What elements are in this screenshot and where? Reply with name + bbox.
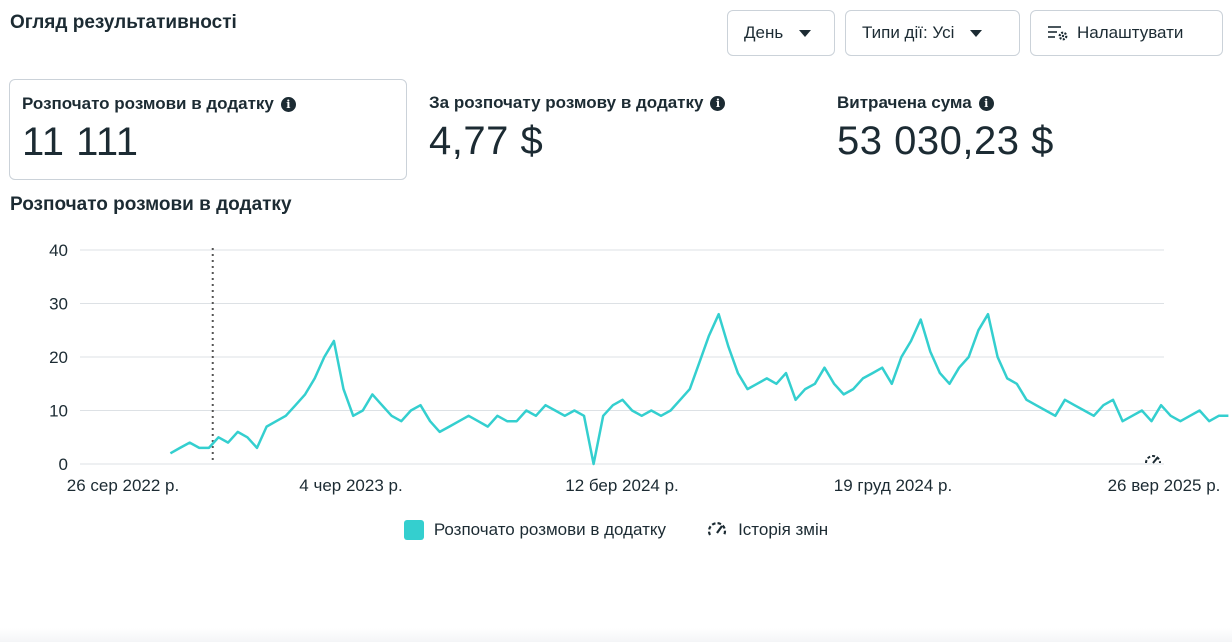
y-axis-ticks: 0 10 20 30 40 — [49, 241, 68, 474]
metric-value: 4,77 $ — [429, 119, 544, 163]
grid-lines — [80, 249, 1164, 465]
day-dropdown-button[interactable]: День — [727, 10, 835, 56]
info-icon[interactable]: i — [280, 96, 296, 112]
line-chart[interactable]: 0 10 20 30 40 26 сер 2022 р. 4 чер 2023 р. 12 … — [0, 230, 1232, 500]
day-dropdown-label: День — [744, 23, 784, 42]
legend-item-change-history[interactable]: Історія змін — [706, 520, 828, 540]
x-tick-label: 26 вер 2025 р. — [1108, 476, 1221, 495]
caret-down-icon — [970, 29, 983, 37]
metric-cards: Розпочато розмови в додатку i 11 111 За … — [9, 79, 1223, 180]
info-icon[interactable]: i — [710, 95, 726, 111]
action-types-dropdown-button[interactable]: Типи дії: Усі — [845, 10, 1020, 56]
y-tick-label: 20 — [49, 348, 68, 367]
y-tick-label: 0 — [59, 455, 68, 474]
legend-swatch — [403, 520, 424, 540]
metric-label: За розпочату розмову в додатку — [429, 93, 704, 112]
change-history-icon — [707, 522, 727, 536]
customize-button[interactable]: Налаштувати — [1030, 10, 1223, 56]
series-layer — [169, 312, 1229, 466]
y-tick-label: 10 — [49, 402, 68, 421]
x-axis-ticks: 26 сер 2022 р. 4 чер 2023 р. 12 бер 2024 р… — [67, 476, 1221, 495]
metric-label-row: Витрачена сума i — [837, 93, 1211, 113]
x-tick-label: 4 чер 2023 р. — [299, 476, 402, 495]
metric-label: Витрачена сума — [837, 93, 972, 112]
legend-series-label: Розпочато розмови в додатку — [433, 520, 667, 539]
chart-title: Розпочато розмови в додатку — [10, 194, 292, 215]
chart-legend: Розпочато розмови в додатку Історія змін — [0, 520, 1232, 540]
metric-label-row: За розпочату розмову в додатку i — [429, 93, 803, 113]
metric-card-conversations[interactable]: Розпочато розмови в додатку i 11 111 — [9, 79, 407, 180]
legend-item-series[interactable]: Розпочато розмови в додатку — [403, 520, 667, 540]
series-line[interactable] — [169, 312, 1229, 466]
metric-card-amount-spent[interactable]: Витрачена сума i 53 030,23 $ — [825, 79, 1223, 180]
y-tick-label: 40 — [49, 241, 68, 260]
action-types-label: Типи дії: Усі — [862, 23, 955, 42]
metric-label-row: Розпочато розмови в додатку i — [22, 94, 394, 114]
x-tick-label: 19 груд 2024 р. — [834, 476, 952, 495]
x-tick-label: 12 бер 2024 р. — [565, 476, 679, 495]
metric-value: 11 111 — [22, 120, 139, 164]
caret-down-icon — [799, 29, 812, 37]
y-tick-label: 30 — [49, 295, 68, 314]
legend-history-label: Історія змін — [738, 520, 829, 539]
info-icon[interactable]: i — [978, 95, 994, 111]
toolbar: День Типи дії: Усі Налаштувати — [727, 10, 1223, 56]
change-history-icon[interactable] — [1145, 455, 1161, 464]
metric-card-cost-per-conversation[interactable]: За розпочату розмову в додатку i 4,77 $ — [417, 79, 815, 180]
metric-label: Розпочато розмови в додатку — [22, 94, 274, 113]
page-title: Огляд результативності — [10, 12, 237, 33]
customize-label: Налаштувати — [1077, 23, 1184, 42]
bottom-fade — [0, 628, 1232, 642]
x-tick-label: 26 сер 2022 р. — [67, 476, 179, 495]
sliders-settings-icon — [1047, 24, 1069, 42]
metric-value: 53 030,23 $ — [837, 119, 1054, 163]
